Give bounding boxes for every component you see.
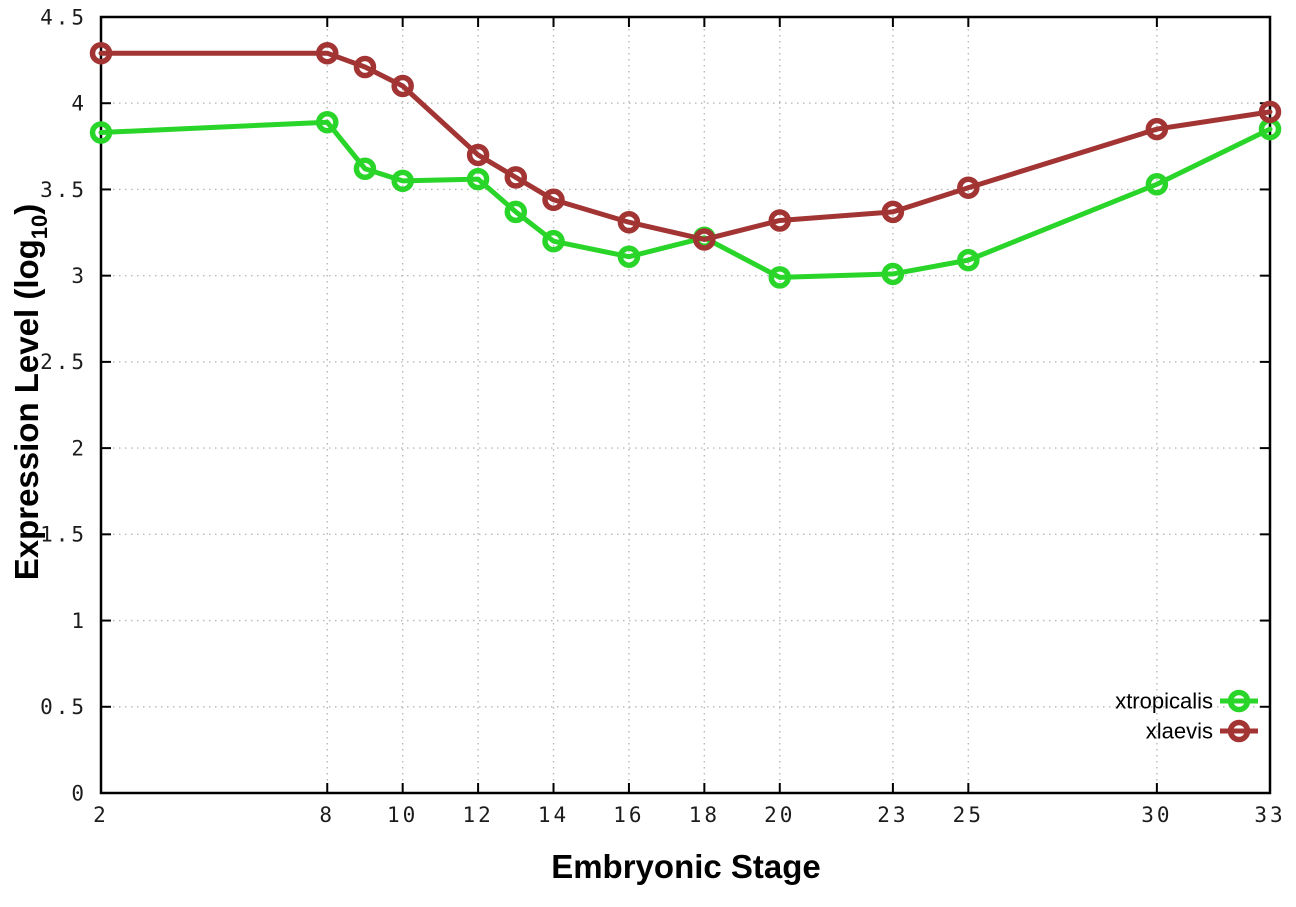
legend: xtropicalis xlaevis: [1115, 689, 1258, 744]
x-tick-label-10: 10: [387, 803, 418, 827]
x-tick-label-20: 20: [764, 803, 795, 827]
data-point-xlaevis-18: [693, 228, 716, 251]
y-tick-label-1: 1: [71, 609, 87, 633]
y-axis-title: Expression Level (log10): [8, 204, 52, 581]
y-axis-title-main: Expression Level (log: [8, 239, 45, 580]
data-point-xtropicalis-12: [466, 167, 490, 191]
data-point-xlaevis-8: [316, 41, 339, 65]
gridlines: [100, 16, 1271, 794]
data-point-xtropicalis-25: [957, 248, 980, 272]
x-tick-label-33: 33: [1254, 803, 1285, 827]
y-tick-label-4.5: 4.5: [40, 5, 87, 29]
legend-marker-icon-xlaevis: [1227, 719, 1251, 743]
data-point-xlaevis-2: [89, 41, 113, 65]
data-point-xtropicalis-20: [768, 266, 792, 289]
data-point-xlaevis-16: [617, 210, 641, 234]
plot-border: [99, 15, 1272, 795]
legend-marker-icon-xtropicalis: [1227, 689, 1251, 713]
y-tick-label-2: 2: [71, 436, 87, 460]
y-tick-label-1.5: 1.5: [40, 523, 87, 547]
data-point-xtropicalis-16: [617, 245, 641, 268]
data-point-xtropicalis-14: [542, 229, 565, 253]
y-tick-label-0: 0: [71, 781, 87, 805]
legend-label-xtropicalis: xtropicalis: [1115, 689, 1213, 714]
y-tick-label-4: 4: [71, 92, 87, 116]
y-axis-title-subscript: 10: [27, 215, 52, 239]
x-tick-label-14: 14: [538, 803, 569, 827]
data-point-xlaevis-9: [353, 55, 377, 79]
x-tick-label-25: 25: [953, 803, 984, 827]
data-point-xtropicalis-30: [1145, 173, 1169, 196]
data-point-xtropicalis-13: [504, 200, 528, 224]
x-tick-label-18: 18: [689, 803, 720, 827]
plot-frame: [99, 15, 1272, 795]
x-tick-label-30: 30: [1141, 803, 1172, 827]
legend-item-xlaevis: xlaevis: [1146, 719, 1258, 744]
tick-labels: 2 8 10 12 14 16 18 20 23 25 30 33 0 0.5 1 1.5 2 2.5 3 3.5 4 4…: [40, 5, 1285, 827]
y-tick-label-2.5: 2.5: [40, 350, 87, 374]
data-point-xlaevis-12: [466, 143, 490, 167]
y-tick-label-3.5: 3.5: [40, 178, 87, 202]
data-series: [89, 41, 1282, 289]
y-axis-title-suffix: ): [8, 204, 45, 215]
series-line-xtropicalis: [98, 119, 1273, 280]
data-point-xlaevis-30: [1145, 117, 1169, 141]
x-axis-title: Embryonic Stage: [551, 848, 821, 885]
legend-label-xlaevis: xlaevis: [1146, 719, 1213, 744]
data-point-xtropicalis-9: [353, 157, 377, 181]
data-point-xtropicalis-10: [391, 169, 414, 193]
data-point-xlaevis-10: [391, 74, 414, 98]
data-point-xlaevis-20: [768, 209, 792, 232]
data-point-xlaevis-13: [504, 166, 528, 189]
y-tick-label-0.5: 0.5: [40, 695, 87, 719]
data-point-xlaevis-23: [881, 200, 905, 224]
data-point-xlaevis-14: [542, 188, 565, 212]
x-tick-label-12: 12: [462, 803, 493, 827]
x-tick-label-8: 8: [319, 803, 335, 827]
data-point-xlaevis-25: [957, 176, 980, 199]
data-point-xtropicalis-23: [881, 262, 905, 286]
data-point-xlaevis-33: [1258, 100, 1282, 124]
data-point-xtropicalis-2: [89, 121, 113, 144]
y-tick-label-3: 3: [71, 264, 87, 288]
x-tick-label-16: 16: [613, 803, 644, 827]
x-tick-label-2: 2: [93, 803, 109, 827]
data-point-xtropicalis-8: [316, 110, 339, 134]
legend-item-xtropicalis: xtropicalis: [1115, 689, 1258, 714]
x-tick-label-23: 23: [877, 803, 908, 827]
